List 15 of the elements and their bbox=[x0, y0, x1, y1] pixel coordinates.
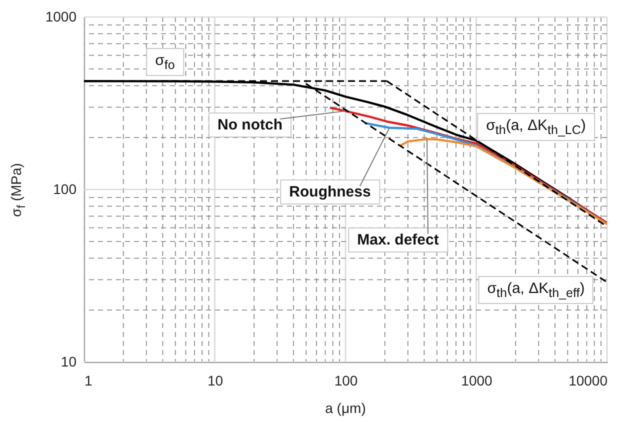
x-tick-label: 1000 bbox=[461, 372, 493, 388]
series-label: σ$_{fo}$ bbox=[146, 48, 184, 76]
series-label: σ$_{th}$(a, ΔK$_{th_LC}$) bbox=[477, 113, 595, 141]
x-tick-label: 10000 bbox=[568, 372, 608, 388]
x-tick-label: 10 bbox=[207, 372, 224, 388]
x-tick-label: 100 bbox=[334, 372, 358, 388]
series-label: σ$_{th}$(a, ΔK$_{th_eff}$) bbox=[478, 276, 594, 304]
y-tick-label: 1000 bbox=[45, 8, 77, 24]
y-tick-label: 10 bbox=[60, 354, 77, 370]
x-tick-label: 1 bbox=[84, 372, 92, 388]
text: No notch bbox=[208, 112, 292, 138]
x-axis-title: a (μm) bbox=[325, 400, 366, 416]
y-tick-label: 100 bbox=[53, 181, 77, 197]
text: Roughness bbox=[280, 180, 380, 204]
text: Max. defect bbox=[348, 228, 448, 252]
